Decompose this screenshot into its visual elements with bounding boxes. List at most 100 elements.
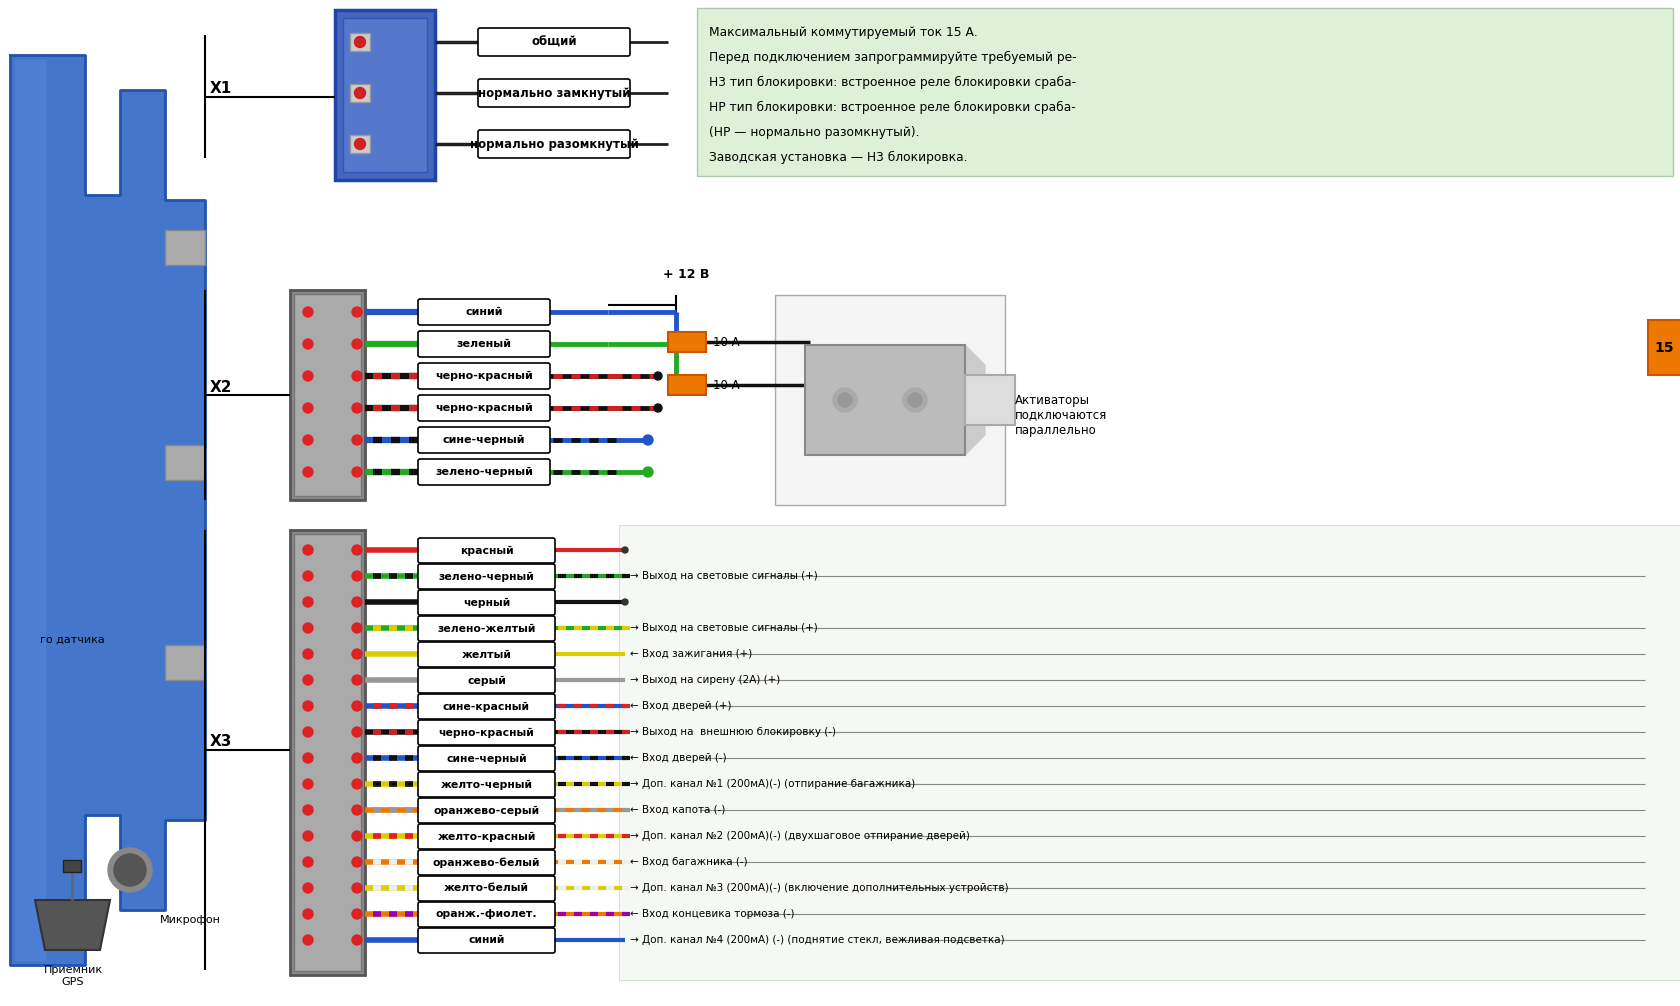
Text: нормально замкнутый: нормально замкнутый xyxy=(477,87,630,100)
Circle shape xyxy=(654,372,662,380)
Text: черно-красный: черно-красный xyxy=(438,727,534,737)
Circle shape xyxy=(351,307,361,317)
Text: зелено-желтый: зелено-желтый xyxy=(437,624,536,634)
Circle shape xyxy=(351,467,361,477)
Circle shape xyxy=(351,675,361,685)
FancyBboxPatch shape xyxy=(774,295,1005,505)
Circle shape xyxy=(302,467,312,477)
Circle shape xyxy=(351,935,361,945)
Circle shape xyxy=(354,36,365,47)
FancyBboxPatch shape xyxy=(667,332,706,352)
Text: зелено-черный: зелено-черный xyxy=(435,467,533,477)
Text: черный: черный xyxy=(462,598,509,608)
Circle shape xyxy=(351,623,361,633)
FancyBboxPatch shape xyxy=(334,10,435,180)
Circle shape xyxy=(351,779,361,789)
Polygon shape xyxy=(805,345,984,455)
Text: серый: серый xyxy=(467,675,506,685)
Circle shape xyxy=(302,307,312,317)
Text: ← Вход концевика тормоза (-): ← Вход концевика тормоза (-) xyxy=(630,909,795,919)
FancyBboxPatch shape xyxy=(418,798,554,823)
Text: → Доп. канал №3 (200мА)(-) (включение дополнительных устройств): → Доп. канал №3 (200мА)(-) (включение до… xyxy=(630,883,1008,893)
FancyBboxPatch shape xyxy=(418,363,549,389)
FancyBboxPatch shape xyxy=(418,694,554,719)
Text: X3: X3 xyxy=(210,734,232,749)
FancyBboxPatch shape xyxy=(618,525,1680,980)
Circle shape xyxy=(302,435,312,445)
FancyBboxPatch shape xyxy=(418,331,549,357)
Circle shape xyxy=(838,393,852,407)
Polygon shape xyxy=(35,900,109,950)
FancyBboxPatch shape xyxy=(418,590,554,615)
Circle shape xyxy=(351,597,361,607)
Text: синий: синий xyxy=(465,307,502,317)
Circle shape xyxy=(833,388,857,412)
FancyBboxPatch shape xyxy=(805,345,964,455)
Circle shape xyxy=(302,935,312,945)
Circle shape xyxy=(302,675,312,685)
Circle shape xyxy=(351,805,361,815)
FancyBboxPatch shape xyxy=(418,824,554,849)
Text: оранж.-фиолет.: оранж.-фиолет. xyxy=(435,909,538,919)
Text: Активаторы
подключаются
параллельно: Активаторы подключаются параллельно xyxy=(1015,393,1107,437)
FancyBboxPatch shape xyxy=(349,83,370,102)
Text: зелено-черный: зелено-черный xyxy=(438,571,534,581)
Text: + 12 В: + 12 В xyxy=(662,268,709,281)
Circle shape xyxy=(622,599,628,605)
Text: 10 А: 10 А xyxy=(712,335,739,348)
Text: Заводская установка — Н3 блокировка.: Заводская установка — Н3 блокировка. xyxy=(709,151,968,164)
Text: сине-черный: сине-черный xyxy=(445,753,526,764)
Circle shape xyxy=(351,571,361,581)
Circle shape xyxy=(351,909,361,919)
Text: сине-красный: сине-красный xyxy=(444,701,529,711)
FancyBboxPatch shape xyxy=(294,294,361,496)
Circle shape xyxy=(302,727,312,737)
Circle shape xyxy=(351,371,361,381)
FancyBboxPatch shape xyxy=(418,538,554,563)
Text: Микрофон: Микрофон xyxy=(160,915,220,925)
Text: 10 А: 10 А xyxy=(712,378,739,391)
Circle shape xyxy=(643,467,652,477)
FancyBboxPatch shape xyxy=(418,564,554,589)
Circle shape xyxy=(907,393,921,407)
Text: Приемник
GPS: Приемник GPS xyxy=(44,965,102,987)
Text: оранжево-белый: оранжево-белый xyxy=(432,857,539,868)
FancyBboxPatch shape xyxy=(418,668,554,693)
FancyBboxPatch shape xyxy=(477,28,630,56)
FancyBboxPatch shape xyxy=(349,33,370,51)
Polygon shape xyxy=(15,60,45,960)
Circle shape xyxy=(302,545,312,555)
Text: ← Вход дверей (-): ← Вход дверей (-) xyxy=(630,753,726,763)
Circle shape xyxy=(302,701,312,711)
FancyBboxPatch shape xyxy=(418,850,554,875)
FancyBboxPatch shape xyxy=(418,642,554,667)
Circle shape xyxy=(302,753,312,763)
FancyBboxPatch shape xyxy=(418,928,554,953)
FancyBboxPatch shape xyxy=(477,79,630,107)
Text: → Выход на световые сигналы (+): → Выход на световые сигналы (+) xyxy=(630,623,816,633)
Text: → Выход на световые сигналы (+): → Выход на световые сигналы (+) xyxy=(630,571,816,581)
Circle shape xyxy=(622,547,628,553)
Text: 15: 15 xyxy=(1653,341,1673,355)
Polygon shape xyxy=(10,55,205,965)
Text: желтый: желтый xyxy=(462,650,511,660)
Circle shape xyxy=(302,403,312,413)
Text: желто-белый: желто-белый xyxy=(444,883,529,893)
Circle shape xyxy=(108,848,151,892)
Text: ← Вход капота (-): ← Вход капота (-) xyxy=(630,805,726,815)
FancyBboxPatch shape xyxy=(1646,320,1680,375)
Text: нормально разомкнутый: нормально разомкнутый xyxy=(469,138,638,151)
FancyBboxPatch shape xyxy=(349,135,370,153)
FancyBboxPatch shape xyxy=(165,445,205,480)
FancyBboxPatch shape xyxy=(697,8,1672,176)
Circle shape xyxy=(302,909,312,919)
Text: X2: X2 xyxy=(210,379,232,394)
Text: Н3 тип блокировки: встроенное реле блокировки сраба-: Н3 тип блокировки: встроенное реле блоки… xyxy=(709,76,1075,90)
FancyBboxPatch shape xyxy=(477,130,630,158)
FancyBboxPatch shape xyxy=(343,18,427,172)
Circle shape xyxy=(302,597,312,607)
Circle shape xyxy=(643,435,652,445)
FancyBboxPatch shape xyxy=(62,860,81,872)
Text: ← Вход дверей (+): ← Вход дверей (+) xyxy=(630,701,731,711)
FancyBboxPatch shape xyxy=(964,375,1015,425)
